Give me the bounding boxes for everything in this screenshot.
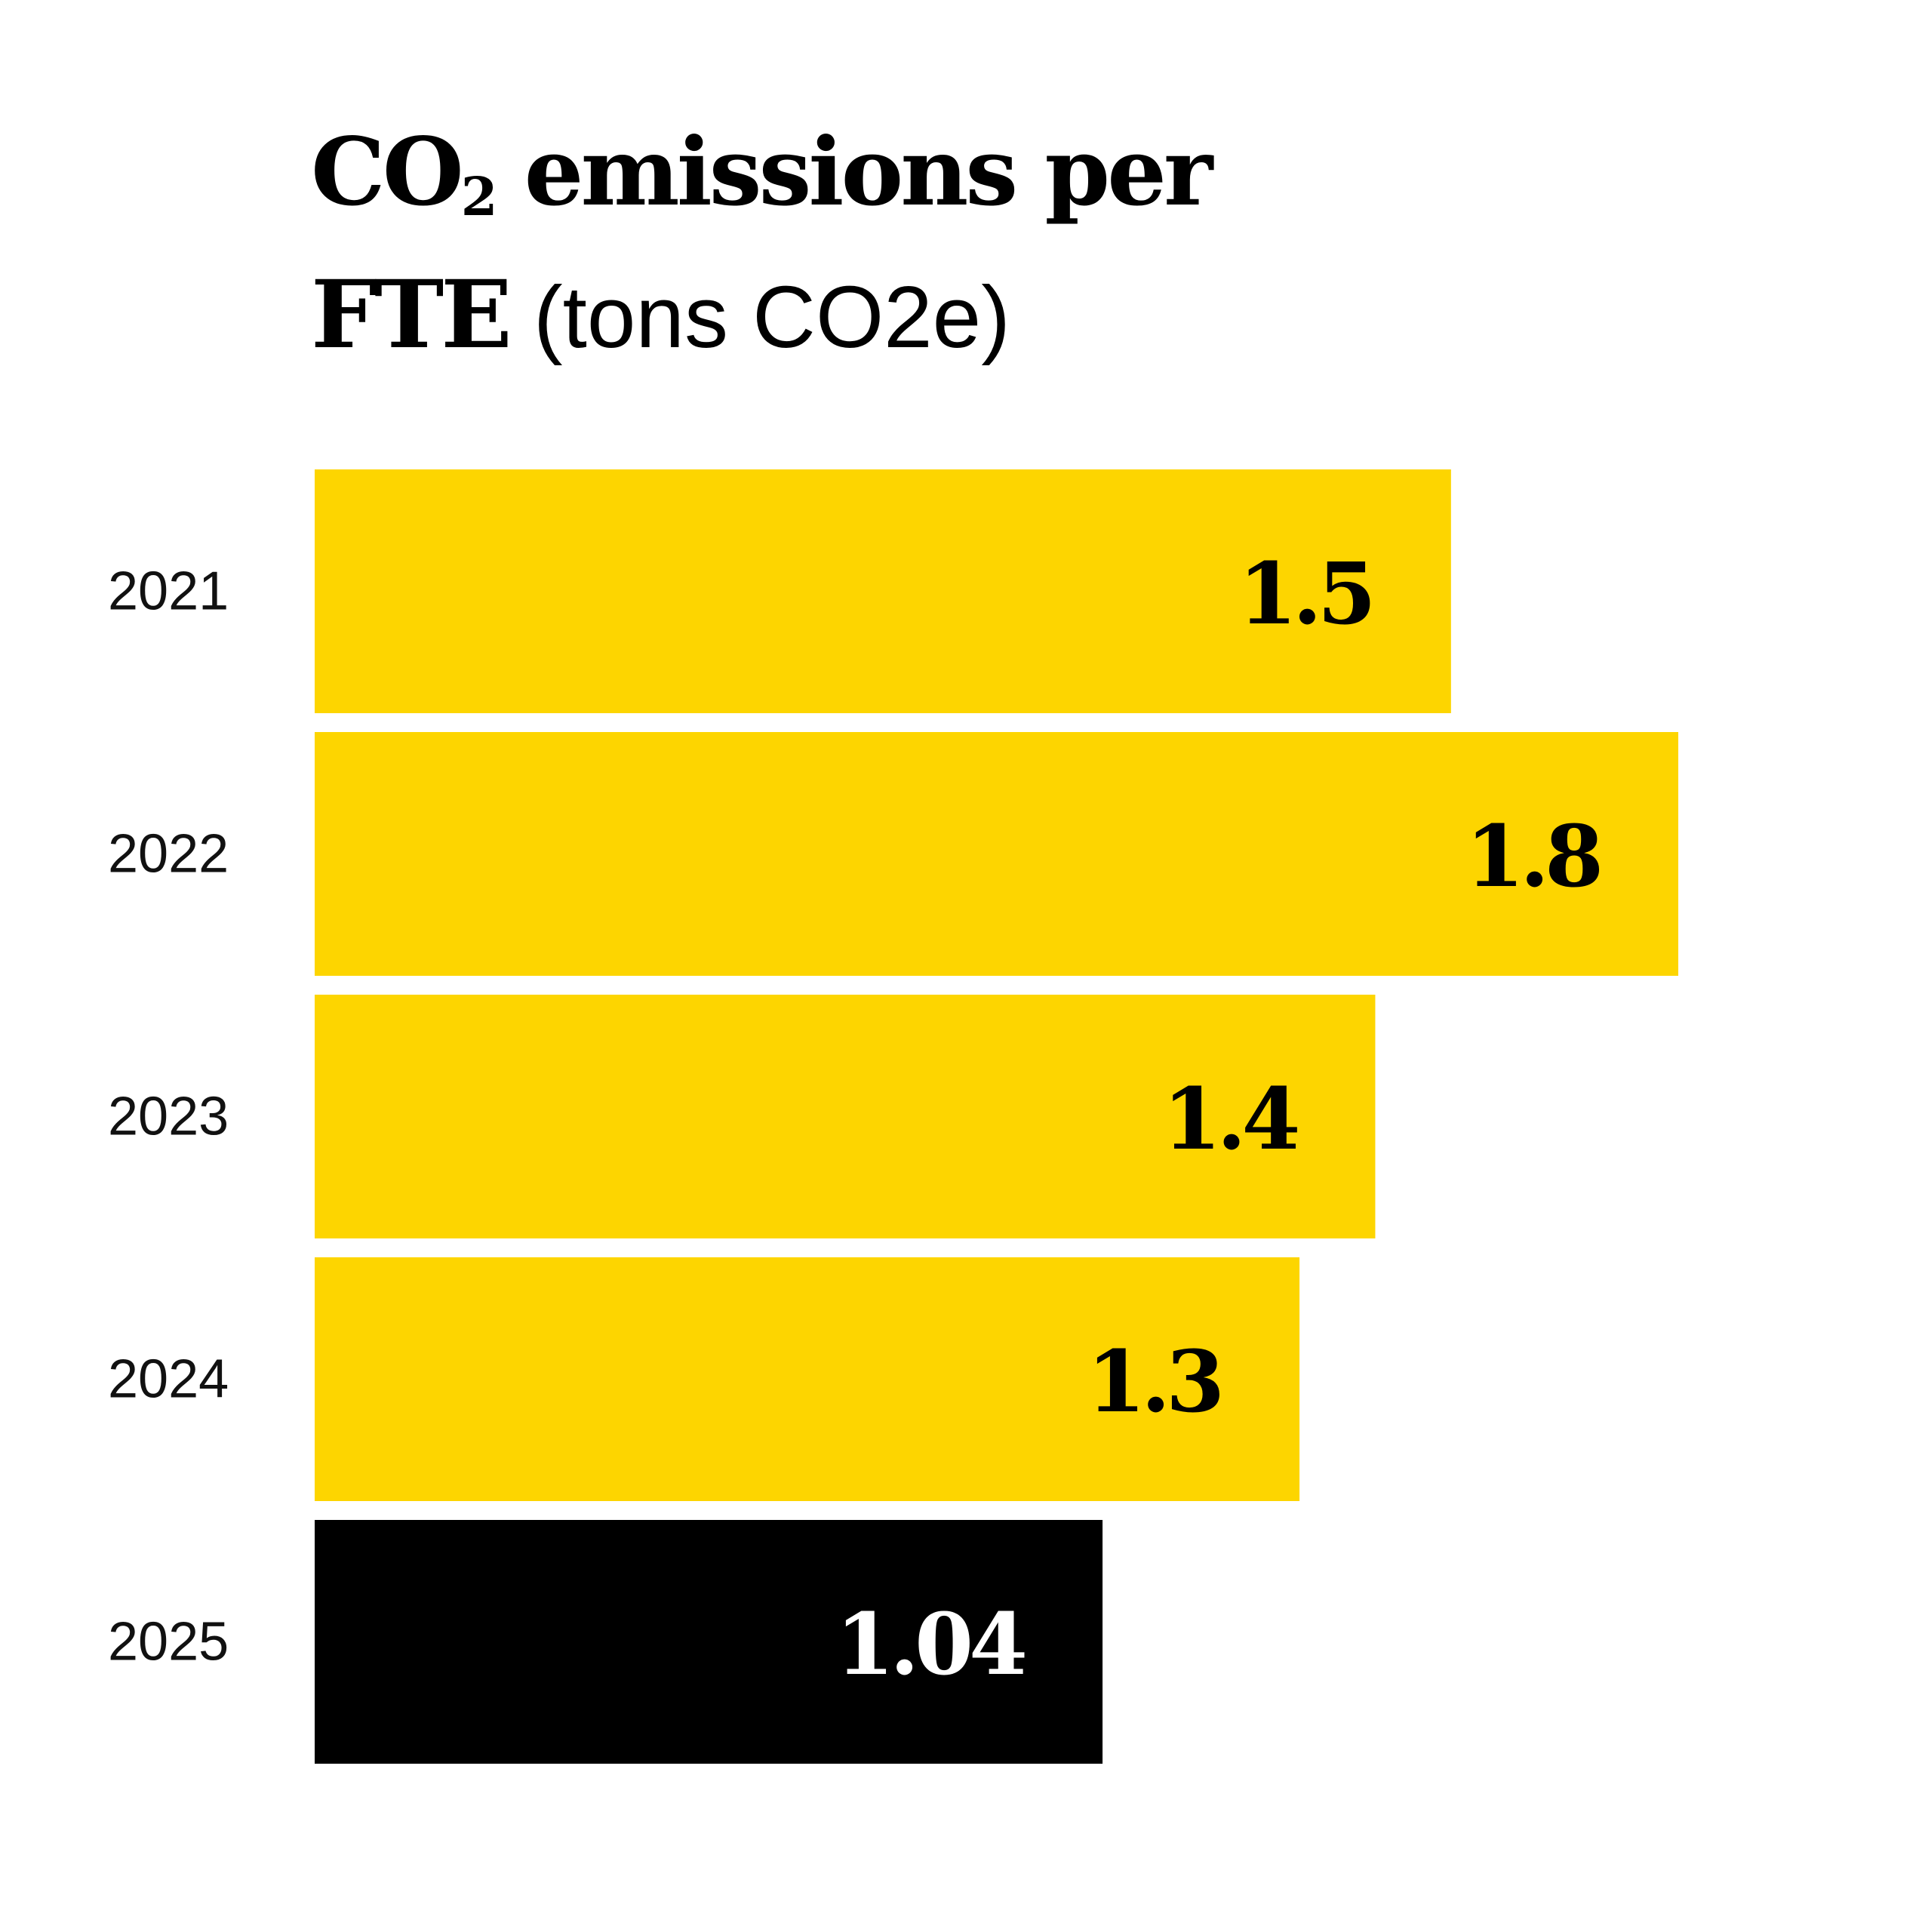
bar-2023 <box>315 995 1376 1238</box>
category-label-2021: 2021 <box>108 561 229 622</box>
bar-2024 <box>315 1257 1300 1501</box>
bar-2021 <box>315 469 1451 713</box>
bar-2022 <box>315 732 1678 976</box>
title-unit: (tons CO2e) <box>509 268 1010 366</box>
category-label-2024: 2024 <box>108 1349 229 1410</box>
category-label-2022: 2022 <box>108 824 229 884</box>
title-fte: FTE <box>311 260 512 370</box>
value-label-2025: 1.04 <box>835 1595 1025 1694</box>
title-co: CO <box>311 118 464 227</box>
title-subscript: 2 <box>460 165 498 228</box>
value-label-2022: 1.8 <box>1465 808 1599 906</box>
value-label-2023: 1.4 <box>1163 1070 1298 1169</box>
value-label-2024: 1.3 <box>1087 1333 1220 1432</box>
chart-title: CO2 emissions per FTE (tons CO2e) <box>311 113 1669 398</box>
title-line1-rest: emissions per <box>494 118 1213 227</box>
category-label-2025: 2025 <box>108 1612 229 1672</box>
value-label-2021: 1.5 <box>1238 545 1372 644</box>
category-label-2023: 2023 <box>108 1087 229 1147</box>
bar-2025 <box>315 1520 1103 1764</box>
